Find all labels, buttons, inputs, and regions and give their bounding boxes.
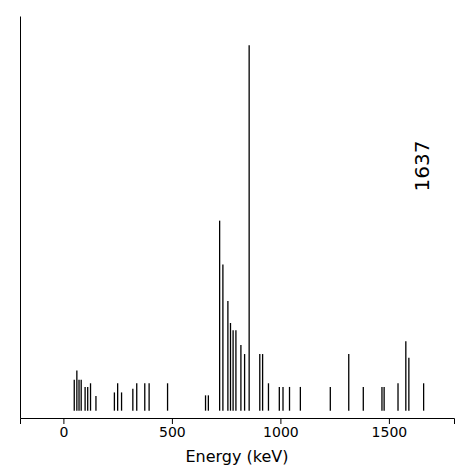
x-tick: 0 — [59, 418, 68, 440]
stem — [222, 265, 223, 411]
stem — [348, 354, 349, 411]
plot: 0 500 1000 1500 1637 — [21, 17, 455, 440]
stem — [132, 389, 133, 411]
stem — [90, 383, 91, 410]
stem — [363, 387, 364, 411]
stem — [74, 380, 75, 411]
stem — [136, 383, 137, 410]
y-axis-line — [20, 17, 21, 419]
stem — [95, 396, 96, 411]
stem — [76, 370, 77, 410]
x-tick-label: 1500 — [372, 424, 408, 440]
stem — [381, 387, 382, 411]
chart: 0 500 1000 1500 1637 Energy (keV) — [0, 0, 474, 474]
stem — [227, 301, 228, 411]
stem — [219, 221, 220, 411]
stem — [205, 395, 206, 410]
x-tick-label: 500 — [159, 424, 186, 440]
x-tick: 1000 — [263, 418, 299, 440]
stem — [282, 387, 283, 411]
stem — [289, 387, 290, 411]
stem — [81, 380, 82, 411]
stem — [84, 387, 85, 411]
stem — [279, 387, 280, 411]
stem — [121, 392, 122, 410]
stem — [262, 354, 263, 411]
stem — [117, 383, 118, 410]
x-tick-label: 1000 — [263, 424, 299, 440]
y-axis — [20, 17, 21, 419]
stem — [408, 358, 409, 411]
stem — [167, 383, 168, 410]
x-tick: 1500 — [372, 418, 408, 440]
stem — [232, 330, 233, 410]
stem — [405, 341, 406, 410]
x-axis-title: Energy (keV) — [185, 447, 288, 466]
stem — [244, 354, 245, 411]
stem — [230, 323, 231, 411]
stems — [74, 45, 423, 410]
x-tick: 500 — [159, 418, 186, 440]
stem — [397, 383, 398, 410]
stem — [423, 383, 424, 410]
stem — [148, 383, 149, 410]
x-axis: 0 500 1000 1500 — [21, 418, 455, 440]
annotation: 1637 — [410, 141, 434, 192]
stem — [249, 45, 250, 410]
stem — [240, 345, 241, 411]
stem — [383, 387, 384, 411]
stem — [235, 330, 236, 410]
stem — [330, 387, 331, 411]
x-tick-label: 0 — [59, 424, 68, 440]
stem — [114, 392, 115, 410]
stem — [78, 380, 79, 411]
stem — [144, 383, 145, 410]
stem — [259, 354, 260, 411]
stem — [208, 395, 209, 410]
stem — [268, 383, 269, 410]
stem — [87, 387, 88, 411]
stem — [300, 387, 301, 411]
